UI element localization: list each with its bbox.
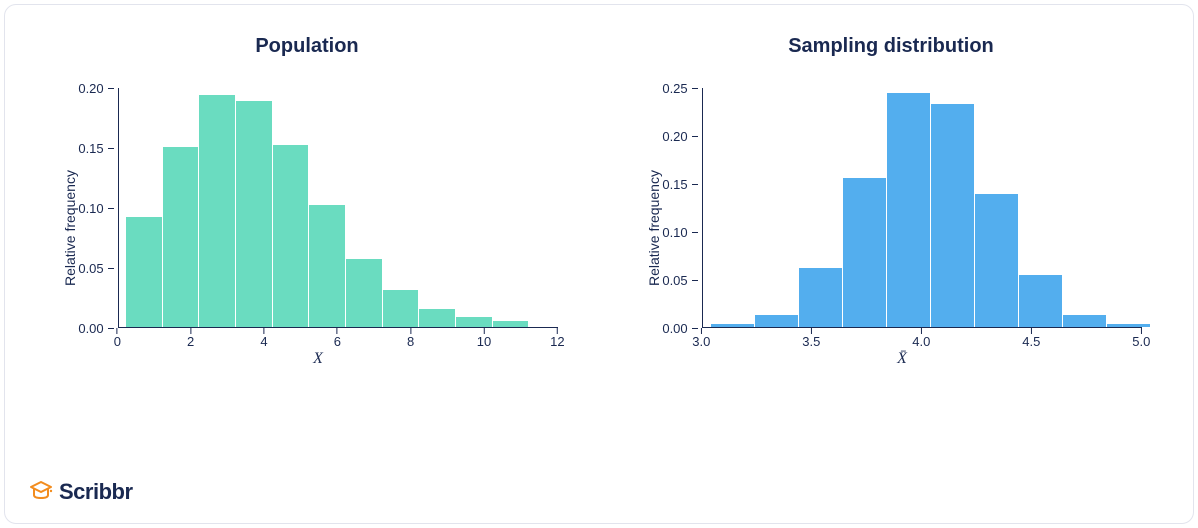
xtick: 4.0 <box>912 328 930 349</box>
histogram-bar <box>126 217 162 327</box>
histogram-bar <box>887 93 930 327</box>
chart-card: Population Relative frequency 0.200.150.… <box>4 4 1194 524</box>
histogram-bar <box>1063 315 1106 327</box>
right-plot-area <box>702 88 1142 328</box>
right-ylabel: Relative frequency <box>640 88 662 368</box>
histogram-bar <box>1019 275 1062 327</box>
xtick: 8 <box>407 328 414 349</box>
right-chart-panel: Sampling distribution Relative frequency… <box>619 35 1163 415</box>
left-plot-wrap: 0.200.150.100.050.00 024681012 X <box>78 88 557 368</box>
left-ylabel: Relative frequency <box>56 88 78 368</box>
xtick: 3.0 <box>692 328 710 349</box>
right-xticks: 3.03.54.04.55.0 <box>701 328 1141 342</box>
left-chart-body: Relative frequency 0.200.150.100.050.00 … <box>56 88 557 368</box>
left-yticks: 0.200.150.100.050.00 <box>78 88 117 328</box>
brand-logo-text: Scribbr <box>59 479 133 505</box>
left-plot: 0.200.150.100.050.00 <box>78 88 557 328</box>
histogram-bar <box>1107 324 1150 327</box>
histogram-bar <box>975 194 1018 327</box>
left-xlabel: X <box>78 350 557 368</box>
histogram-bar <box>309 205 345 327</box>
histogram-bar <box>236 101 272 327</box>
xtick: 0 <box>114 328 121 349</box>
xtick: 12 <box>550 328 564 349</box>
left-chart-panel: Population Relative frequency 0.200.150.… <box>35 35 579 415</box>
right-yticks: 0.250.200.150.100.050.00 <box>662 88 701 328</box>
right-xlabel: X̄ <box>662 350 1141 368</box>
histogram-bar <box>711 324 754 327</box>
xtick: 2 <box>187 328 194 349</box>
histogram-bar <box>383 290 419 327</box>
xtick: 10 <box>477 328 491 349</box>
left-xticks: 024681012 <box>117 328 557 342</box>
left-chart-title: Population <box>255 35 358 58</box>
brand-logo: Scribbr <box>29 479 133 505</box>
histogram-bar <box>493 321 529 327</box>
left-plot-area <box>118 88 558 328</box>
xtick: 6 <box>334 328 341 349</box>
histogram-bar <box>163 147 199 327</box>
right-chart-body: Relative frequency 0.250.200.150.100.050… <box>640 88 1141 368</box>
histogram-bar <box>843 178 886 327</box>
histogram-bar <box>755 315 798 327</box>
histogram-bar <box>931 104 974 327</box>
histogram-bar <box>273 145 309 327</box>
histogram-bar <box>199 95 235 327</box>
right-plot: 0.250.200.150.100.050.00 <box>662 88 1141 328</box>
histogram-bar <box>419 309 455 327</box>
histogram-bar <box>456 317 492 327</box>
xtick: 4.5 <box>1022 328 1040 349</box>
xtick: 4 <box>260 328 267 349</box>
histogram-bar <box>799 268 842 327</box>
xtick: 3.5 <box>802 328 820 349</box>
graduation-cap-icon <box>29 480 53 504</box>
right-plot-wrap: 0.250.200.150.100.050.00 3.03.54.04.55.0… <box>662 88 1141 368</box>
charts-row: Population Relative frequency 0.200.150.… <box>35 35 1163 415</box>
xtick: 5.0 <box>1132 328 1150 349</box>
histogram-bar <box>346 259 382 327</box>
right-chart-title: Sampling distribution <box>788 35 994 58</box>
